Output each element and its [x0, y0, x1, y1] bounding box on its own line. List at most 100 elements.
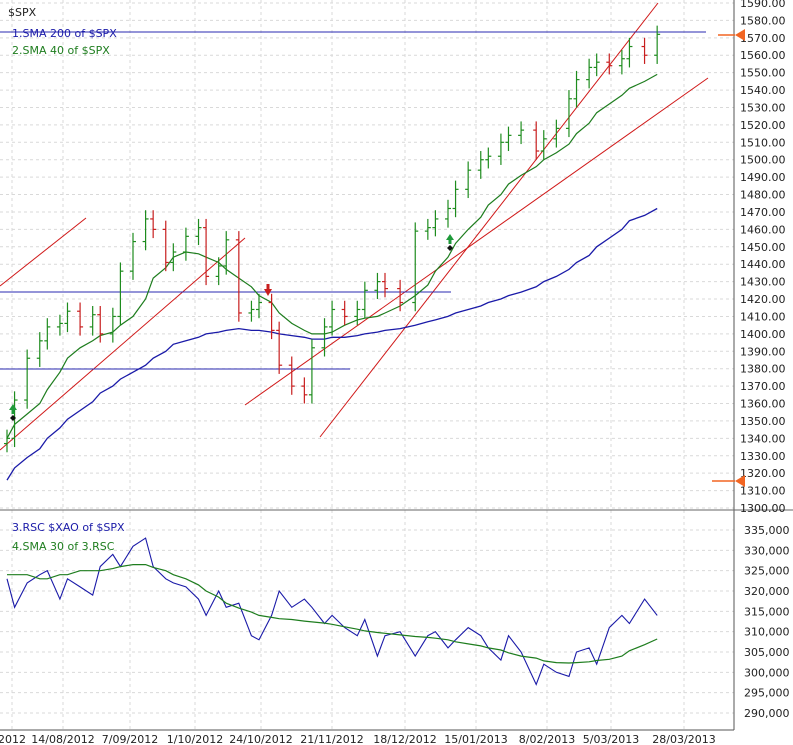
price-tick-label: 1480.00: [740, 189, 786, 202]
date-tick-label: 18/12/2012: [373, 733, 436, 745]
rsc-tick-label: 295,000: [744, 687, 790, 700]
legend-rsc-sma30: 4.SMA 30 of 3.RSC: [12, 540, 115, 553]
ohlc-bar: [203, 218, 210, 286]
price-tick-label: 1580.00: [740, 14, 786, 27]
ohlc-bar: [518, 121, 525, 145]
chart-title: $SPX: [8, 6, 37, 19]
ohlc-bar: [465, 161, 472, 199]
price-tick-label: 1330.00: [740, 450, 786, 463]
rsc-tick-label: 290,000: [744, 707, 790, 720]
ohlc-bar: [195, 218, 202, 246]
rsc-tick-label: 335,000: [744, 524, 790, 537]
ohlc-bar: [445, 199, 451, 228]
arrow-head: [446, 234, 454, 240]
price-tick-label: 1570.00: [740, 32, 786, 45]
ohlc-bar: [109, 307, 116, 343]
legend-sma40: 2.SMA 40 of $SPX: [12, 44, 110, 57]
price-tick-label: 1420.00: [740, 293, 786, 306]
trend-overlays: [0, 2, 709, 451]
price-tick-label: 1500.00: [740, 154, 786, 167]
signal-arrows: [9, 234, 454, 421]
ohlc-bar: [162, 220, 169, 272]
ohlc-bar: [97, 306, 104, 343]
ohlc-bar: [308, 339, 315, 404]
ohlc-bar: [485, 147, 492, 169]
date-tick-label: 24/10/2012: [229, 733, 292, 745]
ohlc-bars: [4, 25, 661, 453]
rsc-tick-label: 330,000: [744, 544, 790, 557]
arrow-diamond: [447, 245, 453, 251]
ohlc-bar: [117, 262, 124, 326]
ohlc-bar: [36, 332, 43, 367]
arrow-shaft: [11, 410, 15, 414]
ohlc-bar: [505, 126, 512, 152]
ohlc-bar: [586, 58, 593, 89]
ohlc-bar: [329, 300, 336, 336]
legend-rsc: 3.RSC $XAO of $SPX: [12, 521, 125, 534]
ohlc-bar: [341, 300, 348, 326]
orange-marker-top: [718, 29, 745, 41]
rsc-tick-label: 310,000: [744, 626, 790, 639]
buy-arrow-icon: [9, 404, 17, 421]
rsc-sma30-line: [7, 563, 658, 664]
date-gridlines: [11, 0, 685, 730]
ohlc-bar: [593, 53, 600, 77]
ohlc-bar: [361, 281, 368, 319]
price-tick-label: 1540.00: [740, 84, 786, 97]
price-tick-label: 1310.00: [740, 485, 786, 498]
rsc-tick-label: 325,000: [744, 565, 790, 578]
price-tick-label: 1350.00: [740, 415, 786, 428]
date-tick-label: 14/08/2012: [31, 733, 94, 745]
arrow-shaft: [266, 284, 270, 289]
price-tick-label: 1360.00: [740, 398, 786, 411]
ohlc-bar: [553, 119, 560, 148]
price-tick-label: 1400.00: [740, 328, 786, 341]
ohlc-bar: [150, 210, 157, 239]
trend-channel-line: [0, 237, 246, 451]
ohlc-bar: [4, 429, 10, 453]
trend-channel-line: [319, 2, 659, 438]
price-tick-label: 1560.00: [740, 49, 786, 62]
ohlc-bar: [477, 151, 484, 179]
ohlc-bar: [301, 377, 308, 404]
trend-channel-line: [244, 77, 709, 406]
price-tick-label: 1530.00: [740, 101, 786, 114]
ohlc-bar: [235, 231, 242, 322]
price-tick-label: 1370.00: [740, 380, 786, 393]
arrow-head: [264, 289, 272, 296]
buy-arrow-icon: [446, 234, 454, 251]
arrow-shaft: [448, 240, 452, 244]
ohlc-bar: [533, 121, 540, 160]
ohlc-bar: [288, 356, 295, 395]
ohlc-bar: [56, 314, 63, 336]
sell-arrow-icon: [264, 284, 272, 296]
arrow-diamond: [10, 415, 16, 421]
ohlc-bar: [130, 232, 136, 280]
ohlc-bar: [497, 133, 504, 165]
price-tick-label: 1430.00: [740, 276, 786, 289]
date-tick-label: 1/10/2012: [167, 733, 223, 745]
date-tick-label: 8/02/2013: [519, 733, 575, 745]
ohlc-bar: [412, 222, 419, 312]
rsc-tick-label: 320,000: [744, 585, 790, 598]
date-axis-labels: 2012 14/08/2012 7/09/2012 1/10/2012 24/10/20…: [0, 733, 716, 745]
date-tick-label: 5/03/2013: [583, 733, 639, 745]
price-tick-label: 1410.00: [740, 310, 786, 323]
date-tick-label: 2012: [0, 733, 26, 745]
price-tick-label: 1460.00: [740, 223, 786, 236]
ohlc-bar: [573, 70, 580, 108]
date-tick-label: 21/11/2012: [300, 733, 363, 745]
ohlc-bar: [64, 302, 71, 333]
legend-sma200: 1.SMA 200 of $SPX: [12, 27, 117, 40]
date-tick-label: 28/03/2013: [652, 733, 715, 745]
ohlc-bar: [170, 243, 177, 272]
date-tick-label: 15/01/2013: [444, 733, 507, 745]
ohlc-bar: [540, 130, 547, 160]
price-tick-label: 1320.00: [740, 467, 786, 480]
price-tick-label: 1550.00: [740, 67, 786, 80]
price-tick-label: 1390.00: [740, 345, 786, 358]
ohlc-bar: [77, 302, 84, 336]
arrow-head: [9, 404, 17, 410]
ohlc-bar: [432, 210, 439, 237]
